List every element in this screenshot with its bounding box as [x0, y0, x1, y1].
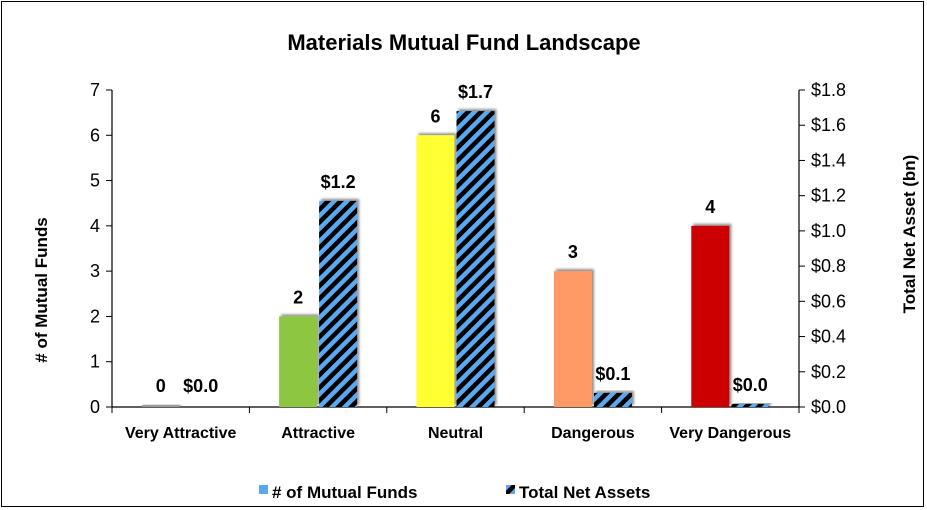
left-axis-title: # of Mutual Funds [32, 217, 51, 362]
right-tick-label: $0.0 [811, 397, 846, 417]
data-label-total-net-assets: $0.0 [733, 375, 768, 395]
right-tick-label: $1.0 [811, 221, 846, 241]
legend-swatch-funds [259, 485, 268, 494]
left-tick-label: 6 [90, 125, 100, 145]
category-label: Attractive [281, 425, 355, 442]
left-tick-label: 0 [90, 397, 100, 417]
data-label-mutual-funds: 2 [293, 287, 303, 307]
category-label-group: Very Attractive Attractive Neutral Dangerou… [125, 425, 791, 442]
right-tick-label: $0.8 [811, 256, 846, 276]
left-tick-label: 2 [90, 306, 100, 326]
category-label: Dangerous [551, 425, 635, 442]
data-label-mutual-funds: 3 [568, 242, 578, 262]
data-label-total-net-assets: $1.7 [458, 82, 493, 102]
legend-label-funds: # of Mutual Funds [272, 483, 417, 502]
right-tick-label: $1.2 [811, 186, 846, 206]
category-label: Neutral [428, 425, 483, 442]
bar-total-net-assets [593, 392, 632, 407]
right-y-axis: $0.0 $0.2 $0.4 $0.6 $0.8 $1.0 $1.2 $1.4 $1.6 $1.8 [798, 80, 846, 417]
left-tick-label: 4 [90, 216, 100, 236]
right-tick-label: $1.4 [811, 150, 846, 170]
legend-swatch-assets [506, 485, 515, 494]
data-label-total-net-assets: $0.0 [183, 376, 218, 396]
bar-total-net-assets [456, 111, 495, 407]
left-y-axis: 0 1 2 3 4 5 6 7 [90, 80, 800, 417]
data-label-group: 0 $0.0 2 $1.2 6 $1.7 3 $0.1 4 $0.0 [156, 82, 768, 396]
bar-total-net-assets [319, 200, 358, 407]
category-label: Very Attractive [125, 425, 237, 442]
legend: # of Mutual Funds Total Net Assets [259, 483, 650, 502]
data-label-mutual-funds: 0 [156, 376, 166, 396]
right-axis-title: Total Net Asset (bn) [900, 155, 919, 314]
bar-mutual-funds [141, 405, 180, 407]
bar-group [141, 111, 770, 408]
left-tick-label: 7 [90, 80, 100, 100]
right-tick-label: $1.6 [811, 115, 846, 135]
left-tick-label: 5 [90, 171, 100, 191]
right-tick-label: $0.6 [811, 291, 846, 311]
bar-mutual-funds [279, 316, 318, 407]
bar-mutual-funds [691, 225, 730, 407]
legend-label-assets: Total Net Assets [519, 483, 650, 502]
left-tick-label: 3 [90, 261, 100, 281]
data-label-total-net-assets: $0.1 [595, 364, 630, 384]
bar-total-net-assets [731, 404, 770, 407]
right-tick-label: $1.8 [811, 80, 846, 100]
right-tick-label: $0.4 [811, 327, 846, 347]
data-label-mutual-funds: 4 [705, 197, 715, 217]
chart-title: Materials Mutual Fund Landscape [287, 30, 640, 55]
bar-mutual-funds [553, 271, 592, 407]
left-tick-label: 1 [90, 352, 100, 372]
data-label-total-net-assets: $1.2 [321, 172, 356, 192]
data-label-mutual-funds: 6 [430, 106, 440, 126]
category-label: Very Dangerous [669, 425, 791, 442]
right-tick-label: $0.2 [811, 362, 846, 382]
bar-mutual-funds [416, 135, 455, 408]
